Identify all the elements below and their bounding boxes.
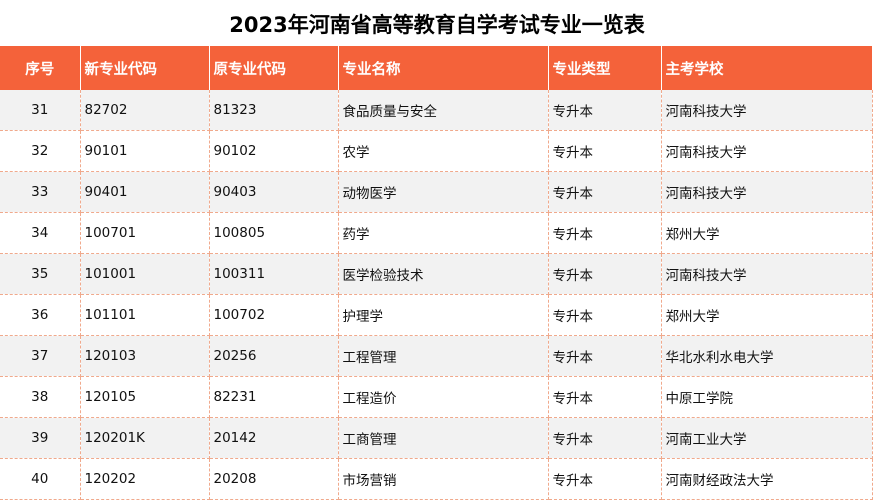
cell-new-code: 82702 bbox=[80, 90, 210, 131]
cell-index: 32 bbox=[0, 130, 81, 172]
header-index: 序号 bbox=[0, 46, 81, 90]
cell-old-code: 82231 bbox=[209, 376, 339, 418]
cell-old-code: 20142 bbox=[209, 417, 339, 459]
cell-index: 37 bbox=[0, 335, 81, 377]
cell-school: 河南财经政法大学 bbox=[661, 458, 873, 500]
cell-school: 河南科技大学 bbox=[661, 130, 873, 172]
table-header-row: 序号 新专业代码 原专业代码 专业名称 专业类型 主考学校 bbox=[0, 46, 873, 90]
cell-major-type: 专升本 bbox=[548, 253, 662, 295]
cell-old-code: 20256 bbox=[209, 335, 339, 377]
cell-school: 郑州大学 bbox=[661, 294, 873, 336]
cell-major-name: 护理学 bbox=[338, 294, 549, 336]
page-title: 2023年河南省高等教育自学考试专业一览表 bbox=[229, 13, 645, 37]
cell-major-name: 工程管理 bbox=[338, 335, 549, 377]
cell-school: 河南科技大学 bbox=[661, 171, 873, 213]
cell-old-code: 100805 bbox=[209, 212, 339, 254]
cell-new-code: 90401 bbox=[80, 171, 210, 213]
table-row: 40 120202 20208 市场营销 专升本 河南财经政法大学 bbox=[0, 458, 873, 500]
cell-major-type: 专升本 bbox=[548, 90, 662, 131]
cell-index: 36 bbox=[0, 294, 81, 336]
cell-new-code: 90101 bbox=[80, 130, 210, 172]
cell-index: 39 bbox=[0, 417, 81, 459]
cell-old-code: 100311 bbox=[209, 253, 339, 295]
table-row: 38 120105 82231 工程造价 专升本 中原工学院 bbox=[0, 376, 873, 418]
cell-major-name: 食品质量与安全 bbox=[338, 90, 549, 131]
cell-school: 华北水利水电大学 bbox=[661, 335, 873, 377]
cell-major-name: 工商管理 bbox=[338, 417, 549, 459]
table-row: 31 82702 81323 食品质量与安全 专升本 河南科技大学 bbox=[0, 90, 873, 131]
cell-old-code: 20208 bbox=[209, 458, 339, 500]
major-table: 序号 新专业代码 原专业代码 专业名称 专业类型 主考学校 31 82702 8… bbox=[0, 46, 873, 500]
table-row: 35 101001 100311 医学检验技术 专升本 河南科技大学 bbox=[0, 253, 873, 295]
header-major-type: 专业类型 bbox=[548, 46, 662, 90]
cell-new-code: 120202 bbox=[80, 458, 210, 500]
table-row: 32 90101 90102 农学 专升本 河南科技大学 bbox=[0, 130, 873, 172]
cell-index: 34 bbox=[0, 212, 81, 254]
cell-index: 35 bbox=[0, 253, 81, 295]
cell-major-type: 专升本 bbox=[548, 171, 662, 213]
cell-major-type: 专升本 bbox=[548, 376, 662, 418]
cell-major-type: 专升本 bbox=[548, 212, 662, 254]
cell-old-code: 81323 bbox=[209, 90, 339, 131]
header-old-code: 原专业代码 bbox=[209, 46, 339, 90]
cell-school: 河南科技大学 bbox=[661, 90, 873, 131]
table-row: 34 100701 100805 药学 专升本 郑州大学 bbox=[0, 212, 873, 254]
table-row: 33 90401 90403 动物医学 专升本 河南科技大学 bbox=[0, 171, 873, 213]
cell-index: 38 bbox=[0, 376, 81, 418]
cell-new-code: 120103 bbox=[80, 335, 210, 377]
cell-new-code: 120105 bbox=[80, 376, 210, 418]
cell-school: 中原工学院 bbox=[661, 376, 873, 418]
table-row: 39 120201K 20142 工商管理 专升本 河南工业大学 bbox=[0, 417, 873, 459]
cell-index: 40 bbox=[0, 458, 81, 500]
cell-major-type: 专升本 bbox=[548, 335, 662, 377]
cell-major-type: 专升本 bbox=[548, 294, 662, 336]
cell-old-code: 90102 bbox=[209, 130, 339, 172]
table-row: 36 101101 100702 护理学 专升本 郑州大学 bbox=[0, 294, 873, 336]
cell-index: 31 bbox=[0, 90, 81, 131]
cell-index: 33 bbox=[0, 171, 81, 213]
cell-new-code: 101001 bbox=[80, 253, 210, 295]
cell-major-name: 市场营销 bbox=[338, 458, 549, 500]
cell-major-name: 动物医学 bbox=[338, 171, 549, 213]
cell-major-name: 医学检验技术 bbox=[338, 253, 549, 295]
cell-new-code: 120201K bbox=[80, 417, 210, 459]
cell-school: 河南科技大学 bbox=[661, 253, 873, 295]
cell-new-code: 100701 bbox=[80, 212, 210, 254]
cell-old-code: 100702 bbox=[209, 294, 339, 336]
cell-major-name: 农学 bbox=[338, 130, 549, 172]
cell-major-type: 专升本 bbox=[548, 130, 662, 172]
cell-school: 河南工业大学 bbox=[661, 417, 873, 459]
header-school: 主考学校 bbox=[661, 46, 873, 90]
cell-new-code: 101101 bbox=[80, 294, 210, 336]
cell-school: 郑州大学 bbox=[661, 212, 873, 254]
header-new-code: 新专业代码 bbox=[80, 46, 210, 90]
table-row: 37 120103 20256 工程管理 专升本 华北水利水电大学 bbox=[0, 335, 873, 377]
cell-major-type: 专升本 bbox=[548, 458, 662, 500]
header-major-name: 专业名称 bbox=[338, 46, 549, 90]
cell-major-name: 工程造价 bbox=[338, 376, 549, 418]
cell-old-code: 90403 bbox=[209, 171, 339, 213]
cell-major-type: 专升本 bbox=[548, 417, 662, 459]
cell-major-name: 药学 bbox=[338, 212, 549, 254]
